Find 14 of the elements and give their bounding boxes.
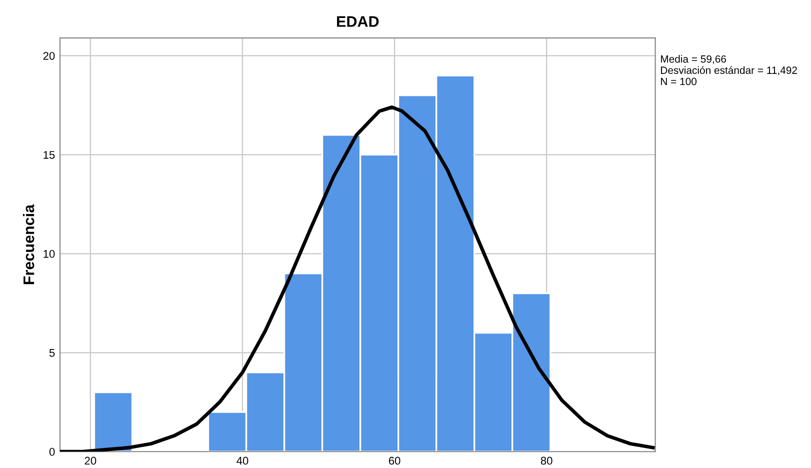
x-tick-label: 20 — [84, 456, 96, 465]
y-tick-label: 0 — [49, 448, 55, 456]
chart-title: EDAD — [337, 16, 379, 27]
y-tick-label: 5 — [49, 349, 55, 357]
y-axis-title: Frecuencia — [23, 204, 34, 284]
y-tick-label: 15 — [44, 151, 55, 159]
x-tick-label: 60 — [388, 456, 400, 465]
x-tick-label: 40 — [236, 456, 248, 465]
y-tick-label: 20 — [43, 52, 55, 60]
text: Media = 59,66 — [661, 55, 726, 64]
y-tick-label: 10 — [44, 250, 55, 258]
x-tick-label: 80 — [540, 456, 552, 465]
text: Desviación estándar = 11,492 — [661, 66, 797, 76]
text: N = 100 — [661, 78, 697, 86]
